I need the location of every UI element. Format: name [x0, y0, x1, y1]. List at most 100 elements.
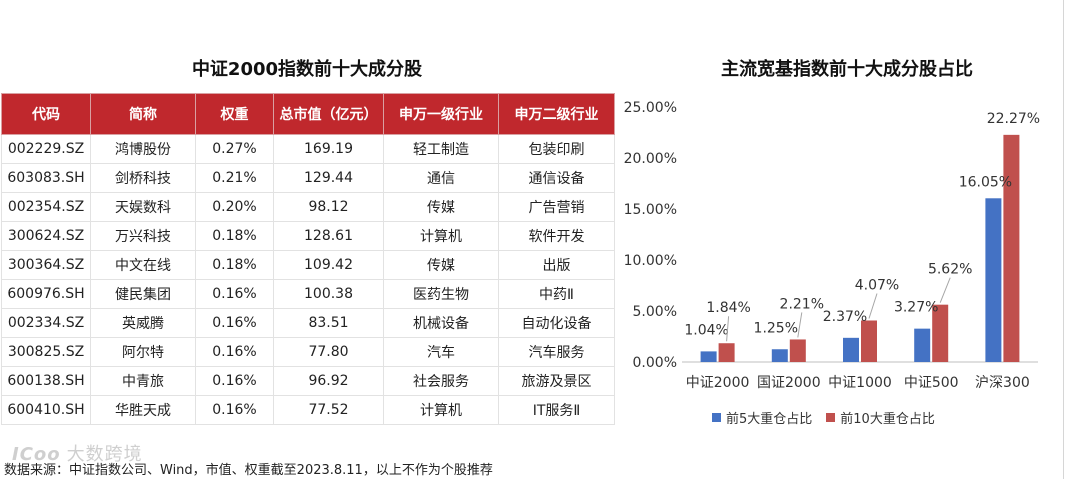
- data-label: 5.62%: [928, 262, 972, 278]
- cell-market-cap: 77.52: [273, 395, 384, 425]
- cell-market-cap: 100.38: [273, 279, 384, 309]
- header-name: 简称: [90, 93, 196, 135]
- x-tick-label: 中证500: [904, 375, 959, 391]
- cell-industry-l2: 软件开发: [498, 221, 615, 251]
- table-row: 600410.SH 华胜天成 0.16% 77.52 计算机 IT服务Ⅱ: [1, 395, 615, 425]
- bar-top5: [914, 328, 931, 362]
- y-tick-label: 10.00%: [624, 253, 677, 269]
- cell-industry-l2: 通信设备: [498, 163, 615, 193]
- cell-market-cap: 98.12: [273, 192, 384, 222]
- data-label: 4.07%: [855, 277, 899, 293]
- cell-name: 阿尔特: [90, 337, 196, 367]
- cell-market-cap: 169.19: [273, 134, 384, 164]
- cell-industry-l2: 旅游及景区: [498, 366, 615, 396]
- table-row: 600138.SH 中青旅 0.16% 96.92 社会服务 旅游及景区: [1, 366, 615, 396]
- cell-name: 英威腾: [90, 308, 196, 338]
- cell-industry-l1: 医药生物: [383, 279, 499, 309]
- bar-top5: [700, 351, 717, 362]
- cell-industry-l2: 汽车服务: [498, 337, 615, 367]
- legend-item-top5: 前5大重仓占比: [712, 408, 812, 427]
- header-market-cap: 总市值（亿元）: [273, 93, 384, 135]
- cell-industry-l1: 汽车: [383, 337, 499, 367]
- legend-item-top10: 前10大重仓占比: [826, 408, 935, 427]
- y-tick-label: 5.00%: [633, 304, 677, 320]
- cell-weight: 0.16%: [195, 337, 274, 367]
- watermark: ICoo 大数跨境: [12, 440, 143, 466]
- cell-industry-l2: 包装印刷: [498, 134, 615, 164]
- y-tick-label: 15.00%: [624, 202, 677, 218]
- cell-weight: 0.20%: [195, 192, 274, 222]
- legend-label-top10: 前10大重仓占比: [840, 412, 935, 427]
- header-industry-l2: 申万二级行业: [498, 93, 615, 135]
- header-code: 代码: [1, 93, 91, 135]
- cell-name: 天娱数科: [90, 192, 196, 222]
- data-source-footnote: 数据来源：中证指数公司、Wind，市值、权重截至2023.8.11，以上不作为个…: [4, 463, 493, 478]
- data-label: 16.05%: [959, 174, 1012, 190]
- table-row: 300364.SZ 中文在线 0.18% 109.42 传媒 出版: [1, 250, 615, 280]
- bar-top10: [1003, 134, 1020, 362]
- legend-swatch-top10: [826, 413, 836, 422]
- table-row: 002334.SZ 英威腾 0.16% 83.51 机械设备 自动化设备: [1, 308, 615, 338]
- label-leader-line: [868, 293, 878, 319]
- x-tick-label: 国证2000: [757, 375, 821, 391]
- cell-weight: 0.18%: [195, 221, 274, 251]
- cell-weight: 0.18%: [195, 250, 274, 280]
- cell-weight: 0.16%: [195, 395, 274, 425]
- cell-industry-l1: 传媒: [383, 250, 499, 280]
- data-label: 1.04%: [684, 322, 728, 338]
- cell-weight: 0.16%: [195, 279, 274, 309]
- cell-industry-l2: 中药Ⅱ: [498, 279, 615, 309]
- table-row: 600976.SH 健民集团 0.16% 100.38 医药生物 中药Ⅱ: [1, 279, 615, 309]
- data-label: 1.25%: [754, 320, 798, 336]
- y-tick-label: 0.00%: [633, 355, 677, 371]
- cell-industry-l1: 社会服务: [383, 366, 499, 396]
- label-leader-line: [726, 316, 730, 342]
- cell-industry-l2: 自动化设备: [498, 308, 615, 338]
- bar-top10: [932, 304, 949, 362]
- cell-code: 603083.SH: [1, 163, 91, 193]
- x-tick-label: 中证1000: [828, 375, 892, 391]
- data-label: 2.21%: [780, 296, 824, 312]
- table-row: 603083.SH 剑桥科技 0.21% 129.44 通信 通信设备: [1, 163, 615, 193]
- cell-industry-l1: 计算机: [383, 221, 499, 251]
- cell-code: 300825.SZ: [1, 337, 91, 367]
- cell-name: 中文在线: [90, 250, 196, 280]
- data-label: 22.27%: [987, 111, 1040, 127]
- cell-market-cap: 83.51: [273, 308, 384, 338]
- cell-market-cap: 128.61: [273, 221, 384, 251]
- cell-industry-l2: 出版: [498, 250, 615, 280]
- x-tick-label: 中证2000: [686, 375, 750, 391]
- cell-weight: 0.16%: [195, 308, 274, 338]
- data-label: 2.37%: [823, 309, 867, 325]
- bar-top10: [861, 320, 877, 362]
- cell-market-cap: 129.44: [273, 163, 384, 193]
- right-border-line: [1063, 0, 1064, 479]
- table-header-row: 代码 简称 权重 总市值（亿元） 申万一级行业 申万二级行业: [1, 93, 615, 135]
- x-tick-label: 沪深300: [975, 375, 1030, 391]
- watermark-text: 大数跨境: [66, 444, 143, 465]
- cell-industry-l1: 通信: [383, 163, 499, 193]
- cell-market-cap: 96.92: [273, 366, 384, 396]
- bar-top5: [771, 349, 788, 362]
- table-row: 002229.SZ 鸿博股份 0.27% 169.19 轻工制造 包装印刷: [1, 134, 615, 164]
- cell-name: 鸿博股份: [90, 134, 196, 164]
- cell-code: 600138.SH: [1, 366, 91, 396]
- y-tick-label: 20.00%: [624, 151, 677, 167]
- legend-label-top5: 前5大重仓占比: [726, 412, 813, 427]
- cell-code: 600976.SH: [1, 279, 91, 309]
- chart-legend: 前5大重仓占比 前10大重仓占比: [712, 408, 935, 427]
- cell-weight: 0.21%: [195, 163, 274, 193]
- chart-title: 主流宽基指数前十大成分股占比: [721, 59, 973, 80]
- data-label: 3.27%: [894, 300, 938, 316]
- header-weight: 权重: [195, 93, 274, 135]
- cell-weight: 0.16%: [195, 366, 274, 396]
- cell-name: 万兴科技: [90, 221, 196, 251]
- cell-market-cap: 109.42: [273, 250, 384, 280]
- cell-industry-l1: 轻工制造: [383, 134, 499, 164]
- bar-top5: [843, 337, 859, 362]
- legend-swatch-top5: [712, 413, 721, 422]
- cell-code: 002334.SZ: [1, 308, 91, 338]
- cell-industry-l2: IT服务Ⅱ: [498, 395, 615, 425]
- bar-top5: [985, 198, 1002, 362]
- cell-industry-l1: 传媒: [383, 192, 499, 222]
